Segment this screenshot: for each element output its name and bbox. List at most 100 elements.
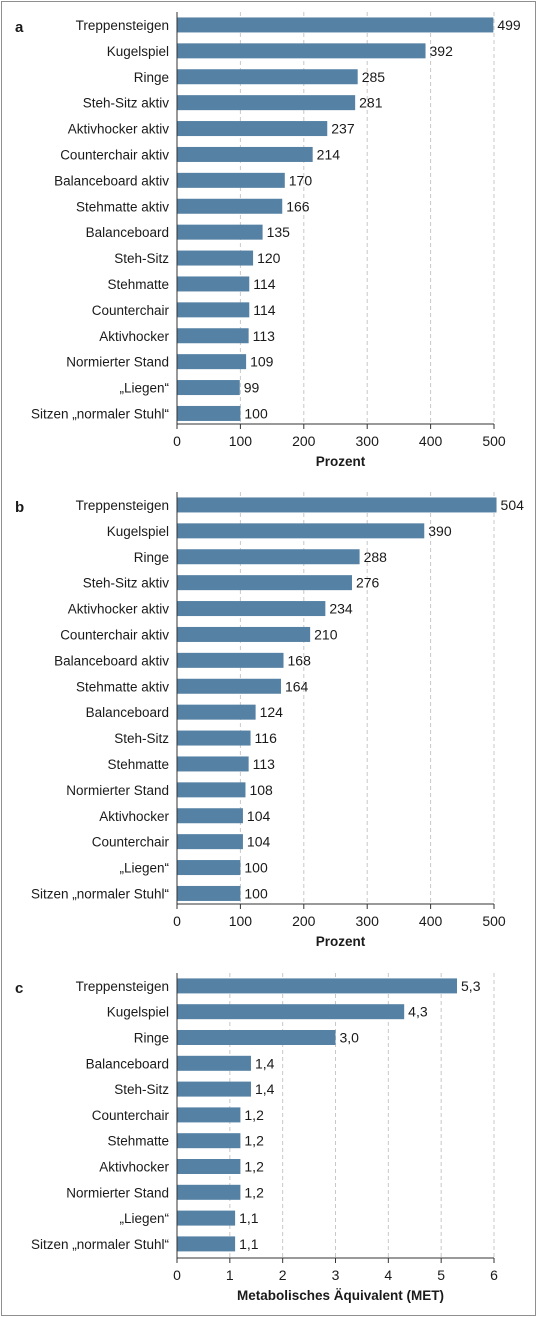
value-label: 1,2 [244,1107,264,1123]
x-axis-title: Prozent [316,454,366,469]
value-label: 288 [364,549,388,565]
panel-label: a [15,19,24,36]
category-label: Stehmatte [107,757,169,772]
x-tick-label: 6 [490,1267,498,1283]
category-label: „Liegen“ [119,381,169,396]
x-axis-title: Prozent [316,934,366,949]
value-label: 504 [501,497,525,513]
category-label: Steh-Sitz aktiv [83,576,170,591]
value-label: 1,1 [239,1236,259,1252]
category-label: Treppensteigen [76,498,169,513]
bar [177,1133,241,1149]
value-label: 164 [285,678,309,694]
bar [177,1184,241,1200]
category-label: „Liegen“ [119,1211,169,1226]
value-label: 1,2 [244,1159,264,1175]
bar [177,1210,236,1226]
x-tick-label: 200 [292,913,316,929]
value-label: 104 [247,834,271,850]
x-tick-label: 3 [332,1267,340,1283]
panel-label: c [15,980,23,997]
bar [177,95,356,111]
bar [177,198,283,214]
bar [177,1081,251,1097]
bar [177,121,328,137]
value-label: 100 [244,860,268,876]
bar [177,808,243,824]
panel-label: b [15,499,24,516]
bar [177,885,241,901]
bar [177,575,352,591]
x-tick-label: 500 [482,433,506,449]
x-axis-title: Metabolisches Äquivalent (MET) [237,1288,444,1303]
value-label: 285 [362,69,386,85]
category-label: Balanceboard aktiv [54,653,169,668]
value-label: 3,0 [340,1030,360,1046]
bar [177,276,250,292]
category-label: Aktivhocker [99,329,169,344]
bar [177,146,313,162]
value-label: 100 [244,405,268,421]
value-label: 5,3 [461,978,481,994]
category-label: Ringe [134,1031,169,1046]
bar [177,978,458,994]
bar [177,549,360,565]
value-label: 4,3 [408,1004,428,1020]
value-label: 104 [247,808,271,824]
value-label: 1,2 [244,1133,264,1149]
value-label: 168 [288,652,312,668]
category-label: Stehmatte [107,277,169,292]
category-label: Counterchair [92,1108,170,1123]
category-label: Balanceboard [86,1056,169,1071]
value-label: 166 [286,198,310,214]
bar [177,17,494,33]
bar [177,601,326,617]
value-label: 114 [253,276,276,292]
bar [177,1004,405,1020]
bar [177,380,240,396]
bar [177,756,249,772]
category-label: Balanceboard [86,705,169,720]
category-label: Kugelspiel [107,44,169,59]
bar [177,782,246,798]
value-label: 1,2 [244,1184,264,1200]
value-label: 113 [253,328,276,344]
value-label: 390 [428,523,452,539]
value-label: 100 [244,885,268,901]
category-label: Steh-Sitz aktiv [83,96,170,111]
bar [177,1030,336,1045]
category-label: Balanceboard [86,225,169,240]
value-label: 281 [359,95,383,111]
category-label: Counterchair [92,303,170,318]
bar [177,69,358,85]
bar [177,860,241,876]
bar [177,652,284,668]
bar [177,704,256,720]
bar [177,328,249,344]
value-label: 214 [317,146,341,162]
bar [177,730,251,746]
value-label: 170 [289,172,313,188]
value-label: 1,1 [239,1210,259,1226]
value-label: 1,4 [255,1055,275,1071]
value-label: 135 [267,224,291,240]
x-tick-label: 0 [173,433,181,449]
x-tick-label: 4 [384,1267,392,1283]
x-tick-label: 0 [173,1267,181,1283]
value-label: 113 [253,756,276,772]
bar [177,1107,241,1123]
category-label: Counterchair aktiv [60,147,169,162]
value-label: 276 [356,575,380,591]
category-label: Stehmatte aktiv [76,199,169,214]
bar [177,834,243,850]
value-label: 499 [497,17,521,33]
value-label: 108 [249,782,273,798]
x-tick-label: 500 [482,913,506,929]
category-label: Kugelspiel [107,524,169,539]
x-tick-label: 100 [229,913,253,929]
x-tick-label: 400 [419,913,443,929]
x-tick-label: 0 [173,913,181,929]
category-label: Treppensteigen [76,979,169,994]
x-tick-label: 100 [229,433,253,449]
category-label: Steh-Sitz [114,731,169,746]
